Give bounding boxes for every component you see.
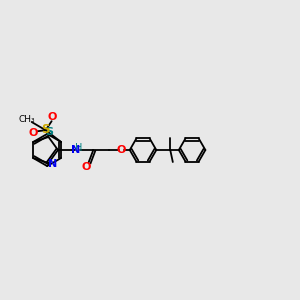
Text: N: N: [71, 146, 80, 155]
Text: O: O: [48, 112, 57, 122]
Text: O: O: [81, 162, 91, 172]
Text: S: S: [46, 127, 54, 137]
Text: N: N: [48, 159, 57, 169]
Text: O: O: [117, 145, 126, 155]
Text: S: S: [41, 123, 50, 136]
Text: CH₃: CH₃: [18, 116, 35, 124]
Text: O: O: [28, 128, 38, 138]
Text: H: H: [75, 143, 82, 153]
